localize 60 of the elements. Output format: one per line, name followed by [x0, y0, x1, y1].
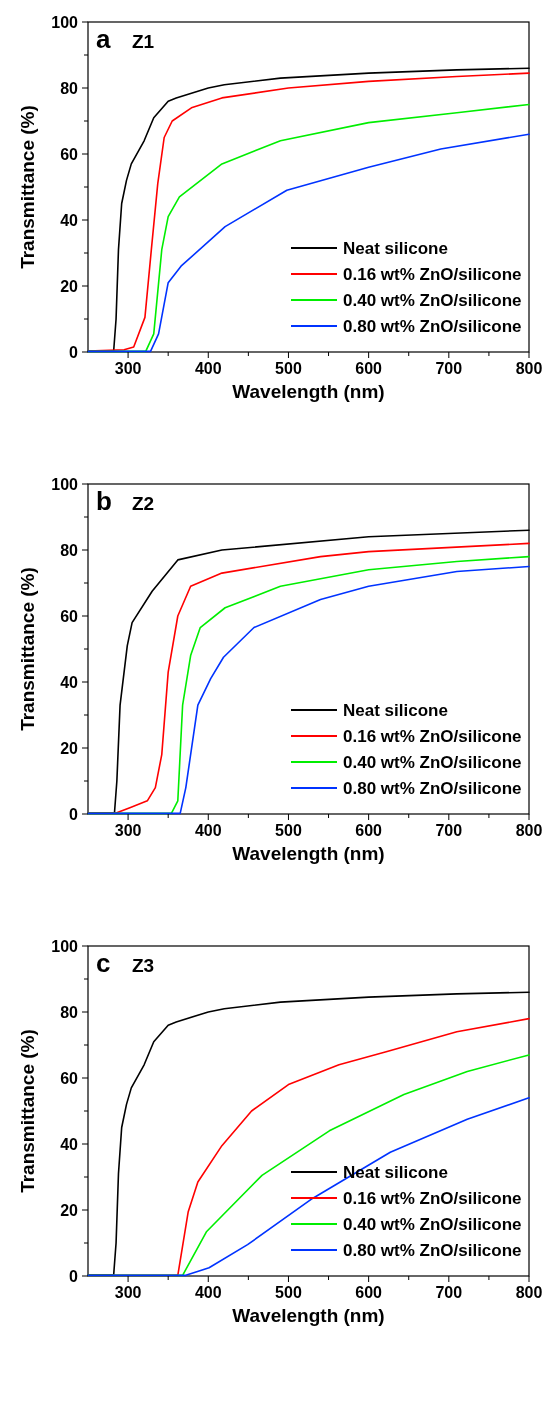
- x-tick-label: 800: [515, 360, 543, 377]
- x-axis-title: Wavelength (nm): [232, 1305, 385, 1326]
- y-tick-label: 100: [51, 937, 79, 955]
- y-axis-title: Transmittance (%): [17, 567, 38, 731]
- line-series: [87, 1097, 530, 1277]
- y-tick-label: 20: [60, 1201, 79, 1219]
- x-tick-label: 600: [355, 1284, 383, 1301]
- legend-label: 0.16 wt% ZnO/silicone: [343, 264, 522, 284]
- y-axis-title: Transmittance (%): [17, 1029, 38, 1193]
- y-tick-label: 80: [60, 79, 79, 97]
- legend-label: 0.40 wt% ZnO/silicone: [343, 1214, 522, 1234]
- x-tick-label: 700: [435, 360, 463, 377]
- legend-label: 0.80 wt% ZnO/silicone: [343, 316, 522, 336]
- legend-label: 0.80 wt% ZnO/silicone: [343, 778, 522, 798]
- text: Z2: [132, 493, 155, 514]
- x-tick-label: 300: [114, 360, 142, 377]
- y-tick-label: 80: [60, 541, 79, 559]
- annotation: a: [96, 24, 111, 54]
- text: Z3: [132, 955, 155, 976]
- legend-label: 0.16 wt% ZnO/silicone: [343, 726, 522, 746]
- x-tick-label: 400: [194, 1284, 222, 1301]
- legend-label: 0.80 wt% ZnO/silicone: [343, 1240, 522, 1260]
- y-tick-label: 40: [60, 211, 79, 229]
- y-tick-label: 80: [60, 1003, 79, 1021]
- x-tick-label: 400: [194, 360, 222, 377]
- x-tick-label: 500: [275, 822, 302, 839]
- x-tick-label: 800: [515, 1284, 543, 1301]
- y-tick-label: 0: [69, 343, 79, 361]
- y-tick-label: 100: [51, 475, 79, 493]
- x-tick-label: 500: [275, 1284, 302, 1301]
- x-axis-title: Wavelength (nm): [232, 843, 385, 864]
- y-tick-label: 60: [60, 607, 79, 625]
- annotation: c: [96, 948, 111, 978]
- legend-label: 0.40 wt% ZnO/silicone: [343, 752, 522, 772]
- x-tick-label: 700: [435, 822, 463, 839]
- y-tick-label: 100: [51, 13, 79, 31]
- y-tick-label: 40: [60, 1135, 79, 1153]
- y-tick-label: 40: [60, 673, 79, 691]
- x-axis-title: Wavelength (nm): [232, 381, 385, 402]
- x-tick-label: 600: [355, 822, 383, 839]
- x-tick-label: 300: [114, 1284, 142, 1301]
- text: Z1: [132, 31, 155, 52]
- y-tick-label: 20: [60, 277, 79, 295]
- x-tick-label: 500: [275, 360, 302, 377]
- annotation: b: [96, 486, 112, 516]
- y-tick-label: 0: [69, 805, 79, 823]
- x-tick-label: 700: [435, 1284, 463, 1301]
- legend-label: Neat silicone: [343, 700, 448, 720]
- x-tick-label: 400: [194, 822, 222, 839]
- y-tick-label: 0: [69, 1267, 79, 1285]
- y-axis-title: Transmittance (%): [17, 105, 38, 269]
- y-tick-label: 60: [60, 145, 79, 163]
- x-tick-label: 600: [355, 360, 383, 377]
- y-tick-label: 60: [60, 1069, 79, 1087]
- y-tick-label: 20: [60, 739, 79, 757]
- legend-label: 0.40 wt% ZnO/silicone: [343, 290, 522, 310]
- legend-label: 0.16 wt% ZnO/silicone: [343, 1188, 522, 1208]
- x-tick-label: 300: [114, 822, 142, 839]
- legend-label: Neat silicone: [343, 238, 448, 258]
- x-tick-label: 800: [515, 822, 543, 839]
